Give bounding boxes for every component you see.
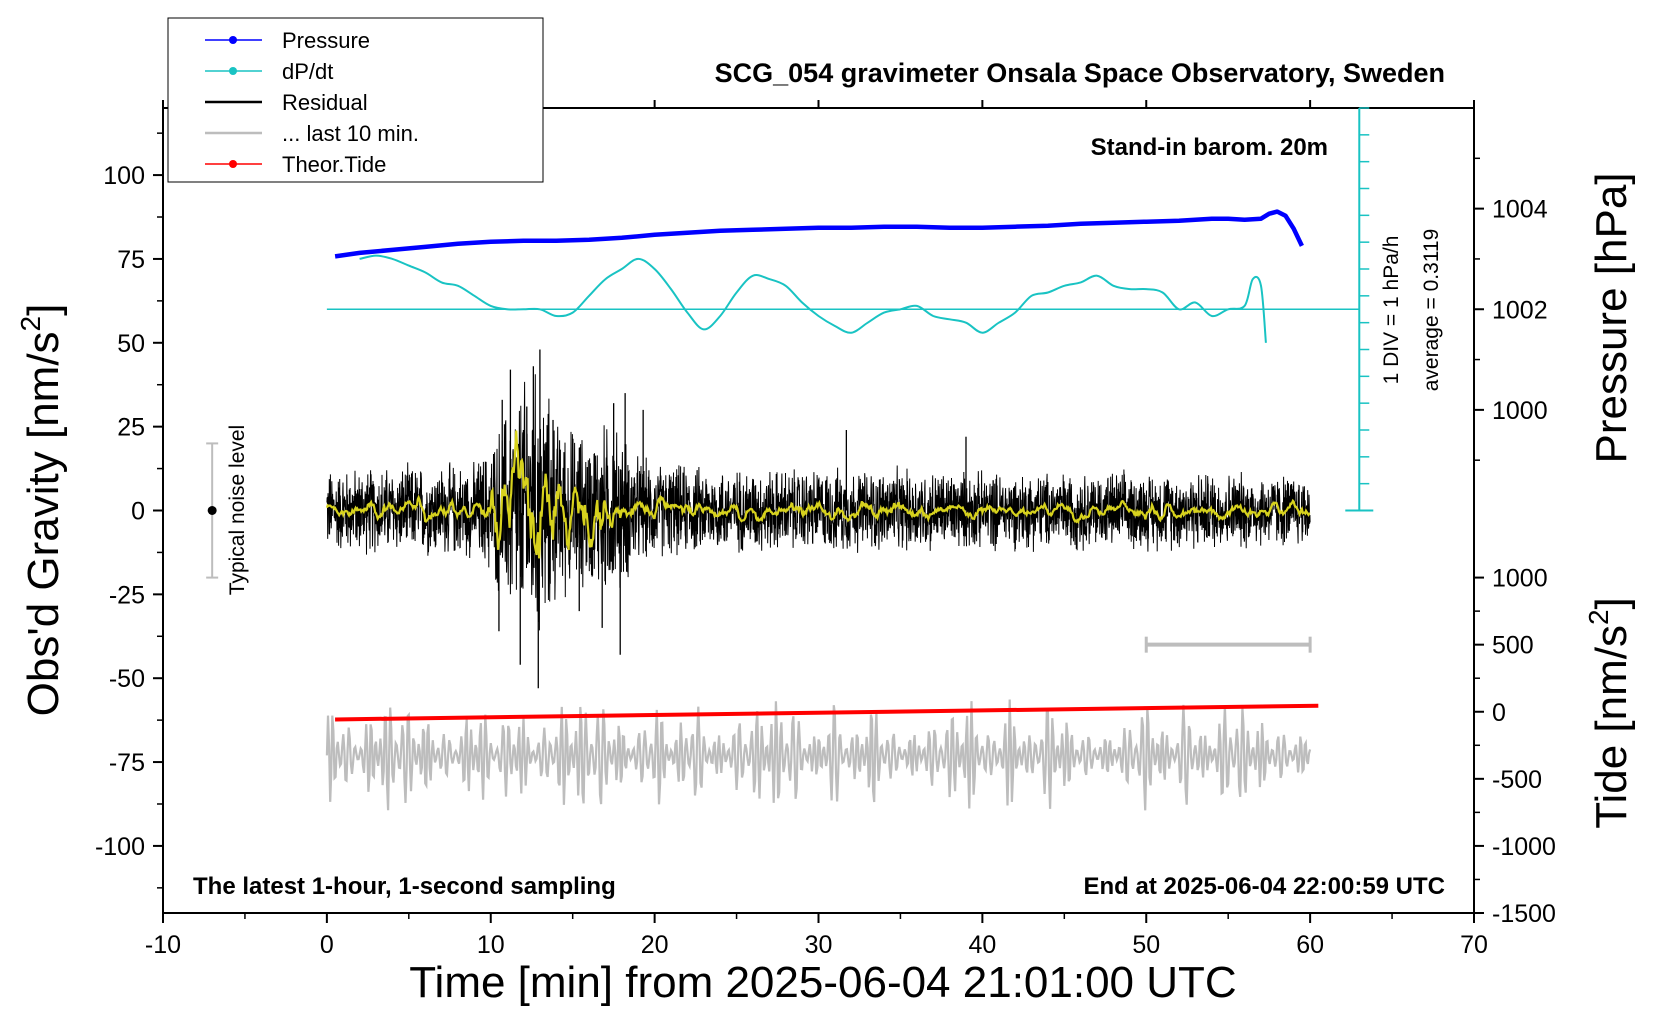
y-tide-tick-label: -1000 [1492,833,1556,861]
x-tick-label: 0 [320,931,334,959]
chart-title: SCG_054 gravimeter Onsala Space Observat… [715,58,1445,88]
y-tide-tick-label: -1500 [1492,900,1556,928]
legend: Pressure dP/dt Residual ... last 10 min. The… [167,17,544,183]
y-axis-tide-label-sup: 2 [1583,609,1614,625]
y-left-tick-label: 0 [131,498,145,526]
legend-box [167,17,544,183]
y-left-tick-label: -100 [95,833,145,861]
y-pressure-tick-label: 1004 [1492,196,1548,224]
series-pressure [334,209,1304,259]
footer-left-note: The latest 1-hour, 1-second sampling [193,873,616,900]
noise-level-label-group: Typical noise level [226,425,249,595]
barometer-note: Stand-in barom. 20m [1091,134,1328,161]
y-left-tick-label: 75 [117,246,145,274]
x-tick-label: -10 [145,931,181,959]
legend-label: ... last 10 min. [282,121,419,146]
x-tick-label: 40 [968,931,996,959]
y-tide-tick-label: 500 [1492,632,1534,660]
y-axis-tide-label-group: Tide [nm/s2] [1583,597,1636,829]
y-left-tick-label: -75 [109,749,145,777]
x-tick-label: 70 [1460,931,1488,959]
series-dpdt [359,254,1267,343]
y-tide-tick-label: 1000 [1492,565,1548,593]
y-left-tick-label: -25 [109,581,145,609]
legend-label: Residual [282,90,368,115]
y-axis-left-label: Obs'd Gravity [nm/s2] [15,304,68,717]
dpdt-scale-label-group: 1 DIV = 1 hPa/h [1380,236,1403,385]
series-smoothed-residual [325,430,1311,559]
y-tide-tick-label: 0 [1492,699,1506,727]
y-axis-left-label-group: Obs'd Gravity [nm/s2] [15,304,68,717]
y-left-tick-label: 25 [117,414,145,442]
x-axis-label: Time [min] from 2025-06-04 21:01:00 UTC [409,958,1236,1007]
footer-right-note: End at 2025-06-04 22:00:59 UTC [1084,873,1446,900]
series-last-10-min [325,699,1312,811]
x-tick-label: 50 [1132,931,1160,959]
x-tick-label: 30 [805,931,833,959]
legend-label: Pressure [282,28,370,53]
legend-label: dP/dt [282,59,333,84]
y-pressure-tick-label: 1000 [1492,397,1548,425]
legend-marker [229,67,237,75]
dpdt-scale-label: 1 DIV = 1 hPa/h [1380,236,1403,385]
legend-marker [229,36,237,44]
x-tick-label: 60 [1296,931,1324,959]
dpdt-average-label: average = 0.3119 [1420,229,1443,392]
axis-ticks: -10 0 10 20 30 40 50 60 701007550250-25-50-75-10… [95,100,1556,959]
legend-marker [229,160,237,168]
y-axis-tide-label-main: Tide [nm/s [1587,625,1636,829]
series-layer [206,107,1374,811]
y-tide-tick-label: -500 [1492,766,1542,794]
series-theor-tide [335,703,1319,722]
dpdt-average-label-group: average = 0.3119 [1420,229,1443,392]
y-axis-left-label-main: Obs'd Gravity [nm/s [19,331,68,716]
y-left-tick-label: 100 [103,162,145,190]
legend-label: Theor.Tide [282,152,386,177]
y-axis-left-label-sup: 2 [15,316,46,332]
x-tick-label: 10 [477,931,505,959]
noise-level-label: Typical noise level [226,425,249,595]
y-axis-left-label-close: ] [19,304,68,316]
noise-bar-center [207,506,217,515]
y-axis-tide-label-close: ] [1587,597,1636,609]
y-left-tick-label: 50 [117,330,145,358]
y-left-tick-label: -50 [109,665,145,693]
y-pressure-tick-label: 1002 [1492,296,1548,324]
y-axis-tide-label: Tide [nm/s2] [1583,597,1636,829]
y-axis-pressure-label: Pressure [hPa] [1587,172,1636,463]
x-tick-label: 20 [641,931,669,959]
y-axis-pressure-label-group: Pressure [hPa] [1587,172,1636,463]
